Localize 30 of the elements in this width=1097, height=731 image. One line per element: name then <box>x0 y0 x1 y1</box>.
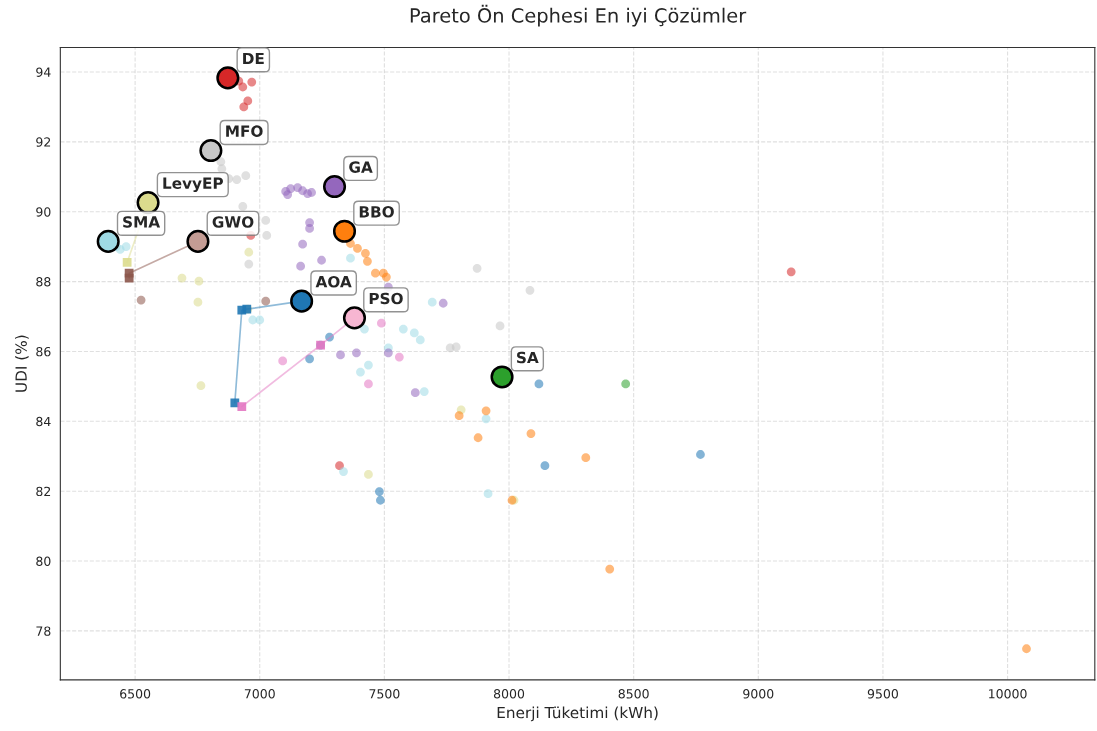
annotation: MFO <box>226 125 263 137</box>
y-tick-label: 88 <box>36 277 51 287</box>
chart-title: Pareto Ön Cephesi En iyi Çözümler <box>410 4 747 27</box>
annotation: BBO <box>359 206 394 218</box>
x-tick-label: 9000 <box>743 689 774 699</box>
x-tick-label: 10000 <box>989 689 1027 699</box>
x-tick-label: 6500 <box>120 689 151 699</box>
y-axis-title: UDI (%) <box>15 335 29 392</box>
annotation: GA <box>349 161 373 173</box>
y-tick-label: 92 <box>36 137 51 147</box>
y-tick-label: 86 <box>36 346 51 357</box>
annotation: LevyEP <box>163 177 223 193</box>
y-tick-label: 82 <box>36 486 51 497</box>
y-tick-label: 84 <box>36 416 51 427</box>
x-tick-label: 8500 <box>618 689 649 699</box>
x-tick-label: 7500 <box>369 689 400 699</box>
annotation: PSO <box>369 292 403 305</box>
annotation: AOA <box>315 275 352 288</box>
y-tick-label: 78 <box>36 626 51 636</box>
x-tick-label: 9500 <box>867 689 898 699</box>
x-tick-label: 8000 <box>493 689 525 699</box>
y-tick-label: 90 <box>36 207 51 217</box>
y-tick-label: 94 <box>36 67 51 77</box>
x-tick-label: 7000 <box>244 689 275 699</box>
annotation: DE <box>243 52 264 65</box>
annotation: SMA <box>123 216 161 228</box>
x-axis-title: Enerji Tüketimi (kWh) <box>497 706 658 722</box>
annotation: SA <box>517 351 539 364</box>
y-tick-label: 80 <box>36 556 51 566</box>
annotation: GWO <box>212 216 254 228</box>
